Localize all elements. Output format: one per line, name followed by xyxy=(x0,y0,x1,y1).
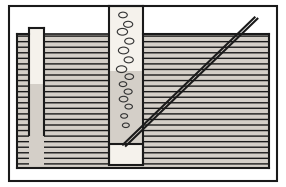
Bar xyxy=(17,34,269,168)
Bar xyxy=(109,6,143,71)
Bar xyxy=(29,28,44,135)
Bar xyxy=(109,144,143,165)
Bar xyxy=(109,71,143,168)
Bar xyxy=(29,84,44,168)
